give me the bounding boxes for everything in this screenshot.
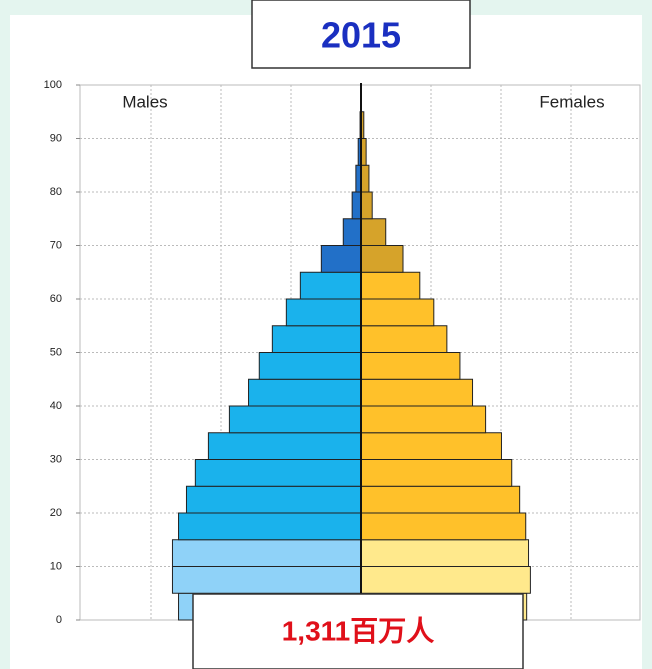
plot: 0 10 20 30 40 50 60 70 80 90 100 — [44, 79, 641, 626]
y-tick-label: 90 — [50, 132, 62, 144]
bar — [248, 378, 362, 407]
bar — [285, 298, 362, 327]
y-tick-label: 70 — [50, 239, 62, 251]
y-tick-label: 50 — [50, 346, 62, 358]
total-box — [192, 593, 524, 669]
total-label: 1,311百万人 — [282, 615, 435, 646]
bar — [271, 325, 362, 353]
y-tick-label: 80 — [50, 186, 62, 198]
bar — [228, 405, 362, 434]
bar — [360, 485, 521, 514]
title-box — [251, 0, 471, 69]
bar — [342, 218, 362, 246]
bar — [194, 459, 362, 487]
bar — [360, 271, 421, 300]
bar — [360, 459, 513, 487]
bar — [360, 298, 435, 327]
legend-males: Males — [122, 92, 167, 111]
y-tick-label: 100 — [44, 79, 62, 91]
bar — [360, 378, 474, 407]
bar — [360, 325, 448, 353]
bar — [360, 566, 531, 594]
bar — [351, 191, 362, 220]
bar — [360, 512, 527, 541]
bar — [171, 539, 362, 567]
bar — [178, 512, 362, 541]
bar — [258, 352, 362, 380]
legend-females: Females — [539, 92, 604, 111]
bar — [299, 271, 362, 300]
bar — [171, 566, 362, 594]
bar — [360, 432, 502, 460]
bar — [320, 245, 362, 273]
bar — [360, 164, 370, 193]
y-tick-label: 0 — [56, 614, 62, 626]
y-tick-label: 30 — [50, 453, 62, 465]
bar — [360, 405, 487, 434]
bar — [360, 539, 530, 567]
y-tick-label: 10 — [50, 560, 62, 572]
chart-title: 2015 — [321, 15, 401, 56]
y-tick-label: 20 — [50, 507, 62, 519]
bar — [207, 432, 362, 460]
bar — [185, 485, 362, 514]
y-tick-label: 40 — [50, 400, 62, 412]
bar — [360, 218, 387, 246]
bar — [360, 191, 373, 220]
bar — [360, 245, 404, 273]
bar — [360, 352, 461, 380]
y-tick-label: 60 — [50, 293, 62, 305]
